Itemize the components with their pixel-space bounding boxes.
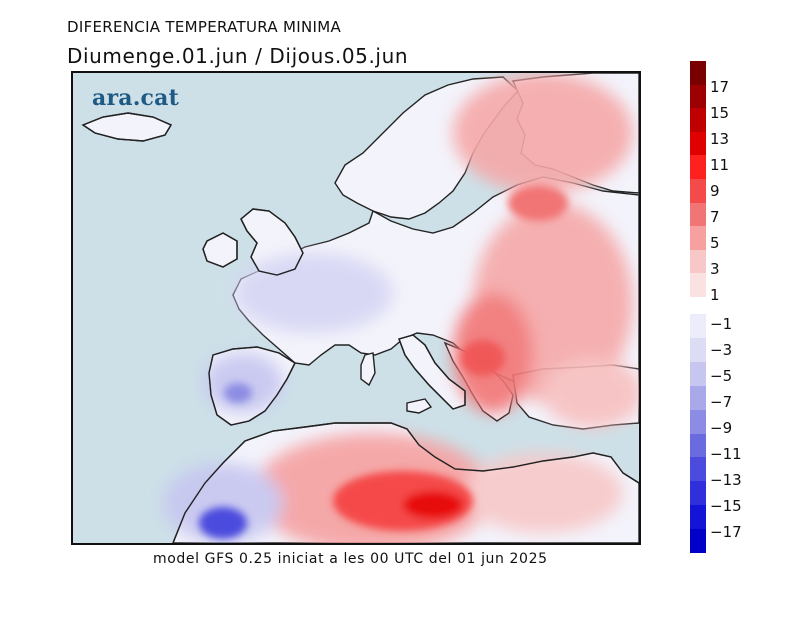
legend-swatch bbox=[690, 202, 706, 227]
legend-swatch bbox=[690, 385, 706, 410]
legend-tick-label: −15 bbox=[710, 497, 742, 515]
legend-tick-label: 11 bbox=[710, 156, 730, 174]
legend-swatch bbox=[690, 84, 706, 109]
legend-swatch bbox=[690, 457, 706, 482]
legend-tick-label: −11 bbox=[710, 445, 742, 463]
legend-swatch bbox=[690, 179, 706, 203]
legend-swatch bbox=[690, 481, 706, 506]
legend-swatch bbox=[690, 529, 706, 554]
legend-swatch bbox=[690, 155, 706, 180]
map-canvas bbox=[73, 73, 639, 543]
legend-swatch bbox=[690, 361, 706, 386]
legend-tick-label: 7 bbox=[710, 208, 720, 226]
legend-swatch bbox=[690, 409, 706, 434]
legend-tick-label: −3 bbox=[710, 341, 733, 359]
temperature-map: ara.cat bbox=[71, 71, 641, 545]
legend-tick-label: 1 bbox=[710, 286, 720, 304]
legend-swatch bbox=[690, 433, 706, 458]
legend-swatch bbox=[690, 131, 706, 156]
legend-tick-label: 9 bbox=[710, 182, 720, 200]
model-caption: model GFS 0.25 iniciat a les 00 UTC del … bbox=[153, 551, 548, 567]
date-range: Diumenge.01.jun / Dijous.05.jun bbox=[67, 44, 409, 68]
legend-swatch bbox=[690, 337, 706, 362]
legend-swatch bbox=[690, 314, 706, 338]
legend-swatch bbox=[690, 249, 706, 274]
legend-swatch bbox=[690, 273, 706, 298]
legend-swatch bbox=[690, 61, 706, 85]
legend-tick-label: −17 bbox=[710, 523, 742, 541]
brand-logo: ara.cat bbox=[92, 85, 179, 111]
anomaly-shading bbox=[163, 73, 639, 543]
legend-tick-label: −7 bbox=[710, 393, 733, 411]
legend-swatch bbox=[690, 226, 706, 251]
map-title: DIFERENCIA TEMPERATURA MINIMA bbox=[67, 18, 342, 36]
legend-tick-label: 15 bbox=[710, 104, 730, 122]
legend-tick-label: −9 bbox=[710, 419, 733, 437]
legend-tick-label: 13 bbox=[710, 130, 730, 148]
legend-tick-label: 17 bbox=[710, 78, 730, 96]
coastlines bbox=[81, 112, 639, 543]
legend-tick-label: 5 bbox=[710, 234, 720, 252]
legend-swatch bbox=[690, 505, 706, 530]
legend-tick-label: −5 bbox=[710, 367, 733, 385]
legend-tick-label: 3 bbox=[710, 260, 720, 278]
legend-tick-label: −13 bbox=[710, 471, 742, 489]
legend-tick-label: −1 bbox=[710, 315, 733, 333]
legend-swatch bbox=[690, 108, 706, 133]
